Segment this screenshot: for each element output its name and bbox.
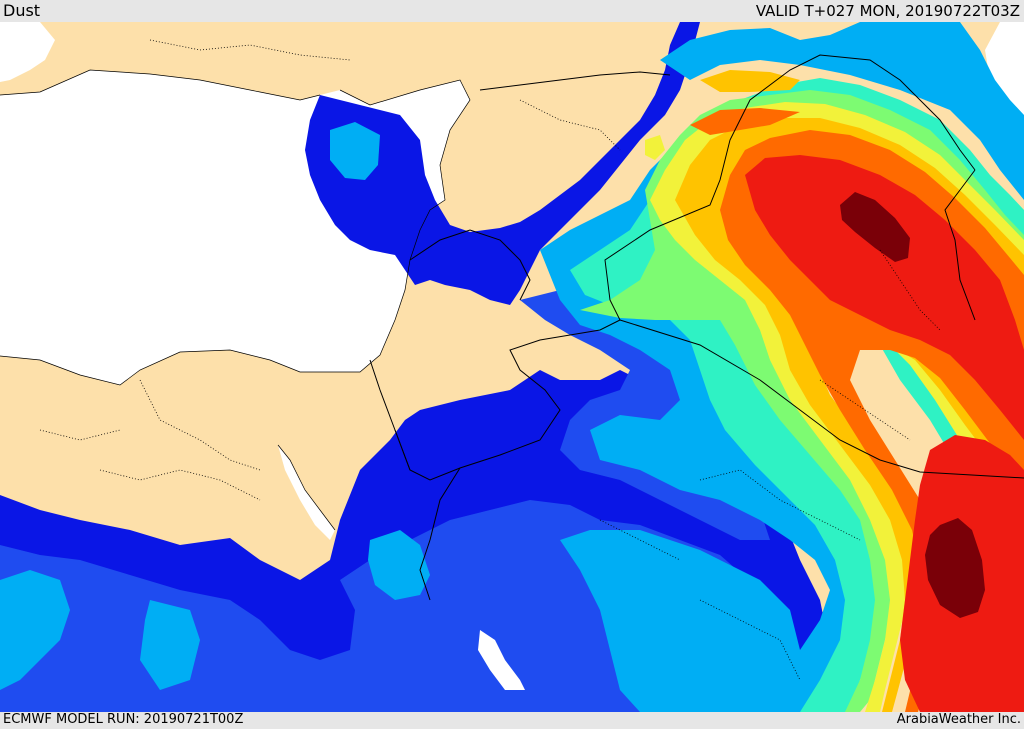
credit-label: ArabiaWeather Inc.	[896, 712, 1021, 727]
map-canvas	[0, 22, 1024, 712]
header-bar: Dust VALID T+027 MON, 20190722T03Z	[0, 0, 1024, 22]
aegean-area	[0, 22, 55, 82]
dust-contour-cyan-sw	[0, 570, 70, 690]
dust-contour-cyan-cyprus	[330, 122, 380, 180]
dust-contour-cyan-south	[140, 600, 200, 690]
dust-contour-red-north	[745, 155, 1024, 440]
dust-contour-darkred-north	[840, 192, 910, 262]
dust-contour-cyan-redsea	[368, 530, 430, 600]
product-title: Dust	[3, 1, 41, 20]
dust-contour-yellow-spot	[645, 135, 665, 160]
country-borders	[369, 54, 1024, 601]
dust-contour-cyan-north	[660, 22, 1024, 200]
caspian-sea-corner	[985, 22, 1024, 120]
valid-time-label: VALID T+027 MON, 20190722T03Z	[755, 2, 1020, 20]
dust-contour-navy-cyprus	[305, 22, 700, 305]
model-run-label: ECMWF MODEL RUN: 20190721T00Z	[3, 712, 244, 727]
footer-bar: ECMWF MODEL RUN: 20190721T00Z ArabiaWeat…	[0, 712, 1024, 729]
dust-contour-orange-north	[690, 108, 800, 135]
dust-contour-gold-north	[700, 70, 800, 92]
dust-contour-darkred-south	[925, 518, 985, 618]
coastlines	[0, 69, 471, 531]
dust-forecast-map	[0, 22, 1024, 712]
province-borders	[39, 39, 941, 681]
red-sea	[478, 630, 525, 690]
